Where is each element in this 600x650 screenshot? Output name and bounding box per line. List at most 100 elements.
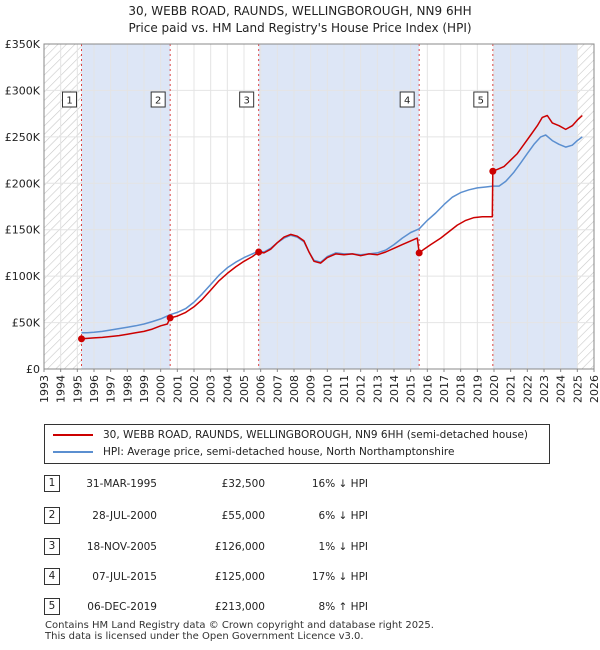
x-tick-label: 2014 <box>388 375 401 403</box>
x-tick-label: 2019 <box>471 375 484 403</box>
x-tick-label: 2003 <box>205 375 218 403</box>
x-tick-label: 2011 <box>338 375 351 403</box>
y-tick-label: £300K <box>5 84 41 97</box>
x-tick-label: 1996 <box>88 375 101 403</box>
sale-hpi-diff: 8% ↑ HPI <box>318 601 368 613</box>
x-tick-label: 2001 <box>171 375 184 403</box>
chart-title: 30, WEBB ROAD, RAUNDS, WELLINGBOROUGH, N… <box>0 3 600 37</box>
sale-date: 18-NOV-2005 <box>86 541 157 553</box>
sales-table-row: 3 18-NOV-2005 £126,000 1% ↓ HPI <box>0 537 600 557</box>
title-line-2: Price paid vs. HM Land Registry's House … <box>128 21 472 35</box>
x-tick-label: 2002 <box>188 375 201 403</box>
sales-table-row: 4 07-JUL-2015 £125,000 17% ↓ HPI <box>0 567 600 587</box>
legend-swatch-hpi <box>53 451 93 453</box>
legend-swatch-price-paid <box>53 434 93 436</box>
x-tick-label: 2009 <box>305 375 318 403</box>
chart-legend: 30, WEBB ROAD, RAUNDS, WELLINGBOROUGH, N… <box>44 424 550 464</box>
price-chart: 1 2 3 4 5 £0 £50K £100K £150K £200K £250K £300K £35… <box>5 38 600 403</box>
x-tick-label: 1994 <box>55 375 68 403</box>
x-tick-label: 1997 <box>105 375 118 403</box>
sale-hpi-diff: 16% ↓ HPI <box>311 478 368 490</box>
title-line-1: 30, WEBB ROAD, RAUNDS, WELLINGBOROUGH, N… <box>128 4 472 18</box>
sales-table-row: 2 28-JUL-2000 £55,000 6% ↓ HPI <box>0 506 600 526</box>
sale-hpi-diff: 17% ↓ HPI <box>311 571 368 583</box>
x-tick-label: 2018 <box>455 375 468 403</box>
footer-attribution: Contains HM Land Registry data © Crown c… <box>45 620 434 642</box>
x-tick-label: 2024 <box>555 375 568 403</box>
sale-point <box>415 249 423 257</box>
sale-point <box>255 248 263 256</box>
sale-price: £32,500 <box>221 478 265 490</box>
x-tick-label: 2000 <box>155 375 168 403</box>
x-tick-label: 2013 <box>371 375 384 403</box>
x-tick-label: 1993 <box>38 375 51 403</box>
x-tick-label: 2016 <box>421 375 434 403</box>
y-tick-label: £150K <box>5 224 41 237</box>
sales-table-row: 5 06-DEC-2019 £213,000 8% ↑ HPI <box>0 597 600 617</box>
sale-date: 07-JUL-2015 <box>92 571 157 583</box>
plot-frame <box>43 43 595 370</box>
sale-label-box <box>473 91 489 108</box>
y-tick-label: £200K <box>5 177 41 190</box>
x-tick-label: 1998 <box>121 375 134 403</box>
y-tick-label: £250K <box>5 131 41 144</box>
sale-number: 5 <box>44 598 60 615</box>
x-tick-label: 2017 <box>438 375 451 403</box>
x-tick-label: 2007 <box>271 375 284 403</box>
sale-number: 1 <box>44 475 60 492</box>
series-line-hpi <box>81 134 583 334</box>
sale-point <box>489 167 497 175</box>
x-tick-label: 2025 <box>571 375 584 403</box>
sale-label-box <box>62 91 77 108</box>
sales-table-row: 1 31-MAR-1995 £32,500 16% ↓ HPI <box>0 474 600 494</box>
x-tick-label: 2021 <box>505 375 518 403</box>
sale-price: £55,000 <box>221 510 265 522</box>
sale-number: 4 <box>44 568 60 585</box>
x-tick-label: 2010 <box>321 375 334 403</box>
x-tick-label: 1999 <box>138 375 151 403</box>
x-tick-label: 2020 <box>488 375 501 403</box>
sale-label-number: 2 <box>155 96 161 107</box>
x-tick-label: 2008 <box>288 375 301 403</box>
sale-price: £126,000 <box>214 541 265 553</box>
x-tick-label: 2006 <box>255 375 268 403</box>
y-tick-label: £0 <box>26 363 40 376</box>
x-tick-label: 2012 <box>355 375 368 403</box>
x-tick-label: 2015 <box>405 375 418 403</box>
x-tick-label: 1995 <box>71 375 84 403</box>
ownership-band <box>492 44 578 369</box>
sale-point <box>78 335 85 343</box>
x-tick-label: 2023 <box>538 375 551 403</box>
x-tick-label: 2026 <box>588 375 600 403</box>
footer-line-2: This data is licensed under the Open Gov… <box>45 631 364 642</box>
y-tick-label: £350K <box>5 38 41 51</box>
no-data-hatch <box>577 44 594 369</box>
y-tick-label: £50K <box>12 317 41 330</box>
sale-label-box <box>399 91 415 108</box>
sale-hpi-diff: 6% ↓ HPI <box>318 510 368 522</box>
legend-item-hpi: HPI: Average price, semi-detached house,… <box>53 444 454 460</box>
y-tick-label: £100K <box>5 270 41 283</box>
sale-label-number: 4 <box>404 96 410 107</box>
sale-label-number: 5 <box>478 96 484 107</box>
x-tick-label: 2004 <box>221 375 234 403</box>
sale-label-number: 3 <box>243 96 249 107</box>
sale-price: £213,000 <box>214 601 265 613</box>
sale-date: 06-DEC-2019 <box>87 601 157 613</box>
sale-date: 31-MAR-1995 <box>86 478 157 490</box>
x-tick-label: 2022 <box>521 375 534 403</box>
sale-date: 28-JUL-2000 <box>92 510 157 522</box>
legend-item-price-paid: 30, WEBB ROAD, RAUNDS, WELLINGBOROUGH, N… <box>53 427 528 443</box>
ownership-band <box>258 44 420 369</box>
legend-label-hpi: HPI: Average price, semi-detached house,… <box>103 446 455 458</box>
footer-line-1: Contains HM Land Registry data © Crown c… <box>45 620 434 631</box>
sale-point <box>166 314 174 322</box>
sale-label-number: 1 <box>66 96 72 107</box>
sale-label-box <box>150 91 166 108</box>
sale-number: 3 <box>44 538 60 555</box>
sale-price: £125,000 <box>214 571 265 583</box>
x-tick-label: 2005 <box>238 375 251 403</box>
legend-label-price-paid: 30, WEBB ROAD, RAUNDS, WELLINGBOROUGH, N… <box>103 429 528 441</box>
sale-number: 2 <box>44 507 60 524</box>
sale-hpi-diff: 1% ↓ HPI <box>318 541 368 553</box>
